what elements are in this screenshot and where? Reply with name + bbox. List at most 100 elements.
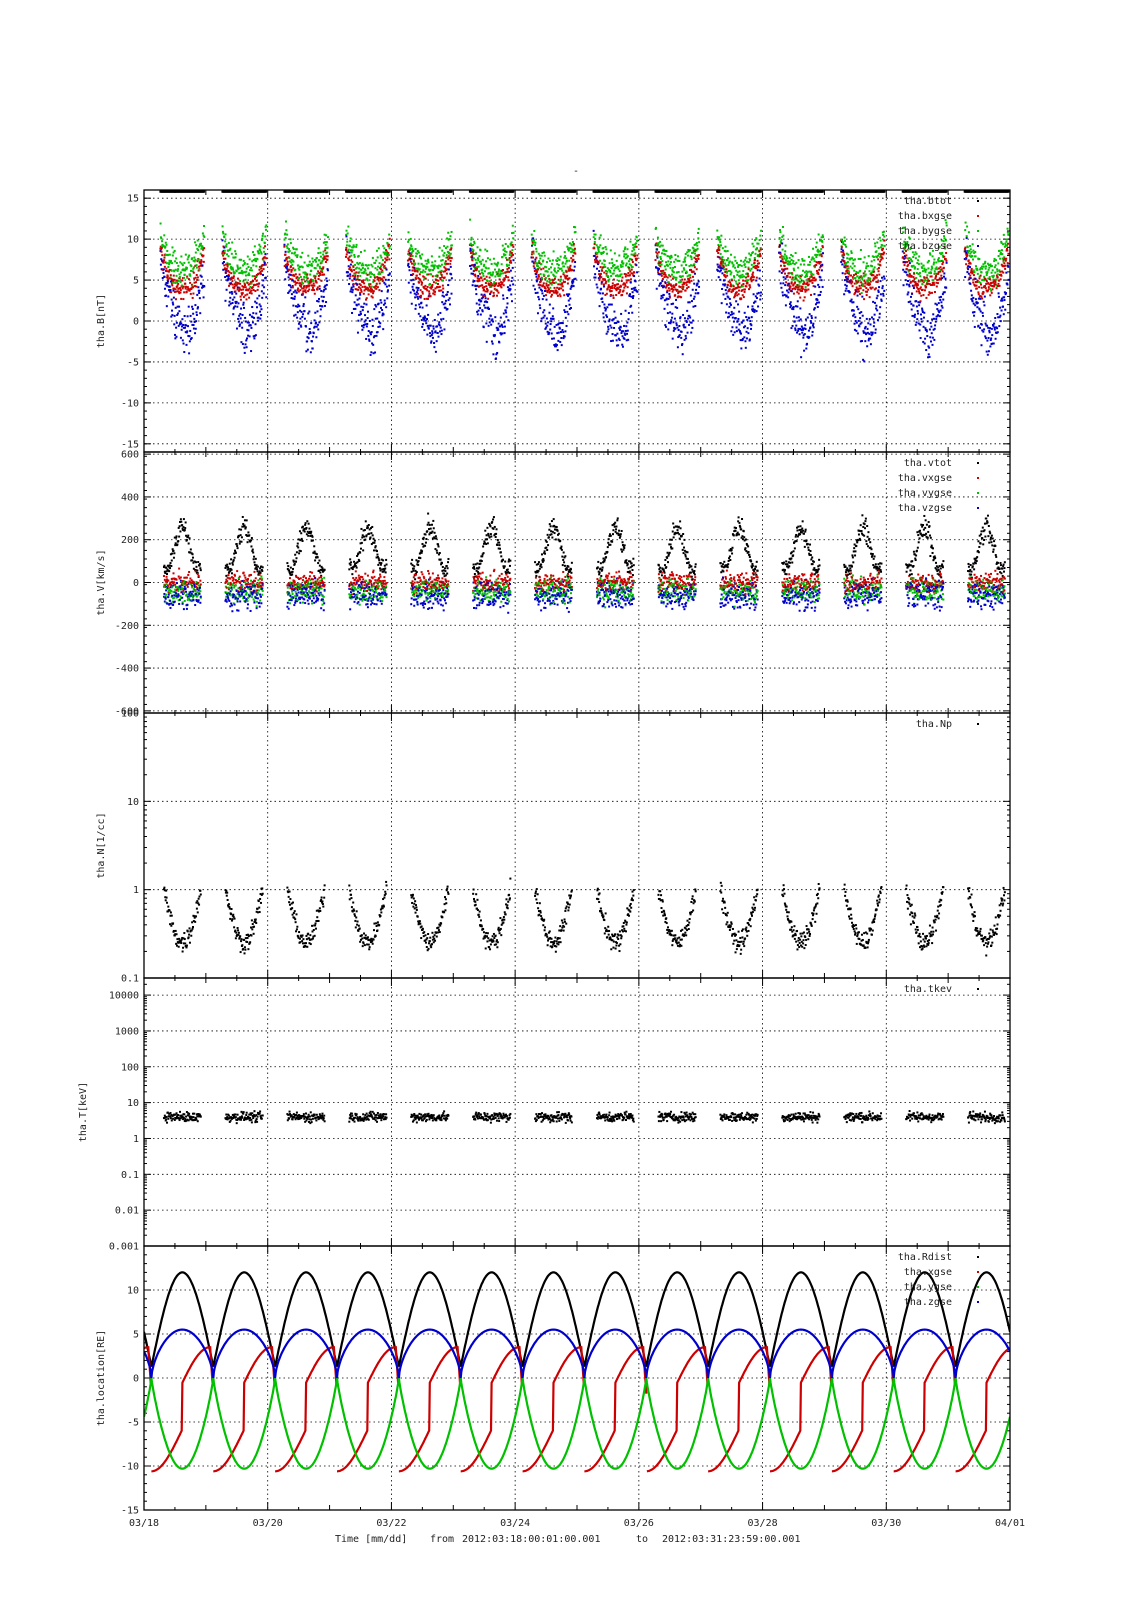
point-tha.bygse xyxy=(754,238,757,241)
point-tha.bzgse xyxy=(422,316,425,319)
point-tha.bxgse xyxy=(598,279,601,282)
point-tha.bzgse xyxy=(661,296,664,299)
point-tha.bxgse xyxy=(196,276,199,279)
point-tha.bzgse xyxy=(598,305,601,308)
point-tha.bzgse xyxy=(353,301,356,304)
point-tha.btot xyxy=(574,190,577,193)
point-tha.bygse xyxy=(780,242,783,245)
point-tha.bzgse xyxy=(666,312,669,315)
point-tha.bzgse xyxy=(363,320,366,323)
point-tha.bzgse xyxy=(315,325,318,328)
point-tha.bygse xyxy=(423,277,426,280)
point-tha.bzgse xyxy=(485,340,488,343)
point-tha.bygse xyxy=(225,243,228,246)
point-tha.bzgse xyxy=(496,351,499,354)
point-tha.bygse xyxy=(177,264,180,267)
point-tha.bygse xyxy=(193,260,196,263)
point-tha.bxgse xyxy=(781,258,784,261)
point-tha.bxgse xyxy=(472,263,475,266)
point-tha.bygse xyxy=(196,247,199,250)
point-tha.bxgse xyxy=(233,283,236,286)
point-tha.bygse xyxy=(733,256,736,259)
point-tha.bxgse xyxy=(478,279,481,282)
point-tha.bxgse xyxy=(671,287,674,290)
point-tha.bygse xyxy=(544,265,547,268)
point-tha.bxgse xyxy=(508,256,511,259)
point-tha.bzgse xyxy=(187,334,190,337)
point-tha.bzgse xyxy=(199,312,202,315)
point-tha.bygse xyxy=(263,250,266,253)
point-tha.bygse xyxy=(681,275,684,278)
point-tha.bzgse xyxy=(376,331,379,334)
point-tha.bygse xyxy=(501,256,504,259)
point-tha.bxgse xyxy=(539,284,542,287)
point-tha.bzgse xyxy=(631,291,634,294)
point-tha.bxgse xyxy=(565,270,568,273)
point-tha.bxgse xyxy=(384,267,387,270)
point-tha.bxgse xyxy=(475,267,478,270)
point-tha.bygse xyxy=(629,240,632,243)
point-tha.bygse xyxy=(599,259,602,262)
point-tha.bygse xyxy=(292,260,295,263)
point-tha.bxgse xyxy=(448,256,451,259)
point-tha.bzgse xyxy=(230,282,233,285)
point-tha.bygse xyxy=(441,249,444,252)
point-tha.bxgse xyxy=(375,282,378,285)
point-tha.bygse xyxy=(562,271,565,274)
point-tha.bxgse xyxy=(409,255,412,258)
point-tha.bzgse xyxy=(503,325,506,328)
point-tha.bygse xyxy=(164,241,167,244)
point-tha.bzgse xyxy=(568,303,571,306)
point-tha.bygse xyxy=(486,250,489,253)
point-tha.bxgse xyxy=(507,279,510,282)
point-tha.bygse xyxy=(309,264,312,267)
point-tha.bxgse xyxy=(254,283,257,286)
point-tha.bxgse xyxy=(574,252,577,255)
point-tha.bzgse xyxy=(350,286,353,289)
point-tha.bygse xyxy=(683,268,686,271)
point-tha.bxgse xyxy=(178,277,181,280)
point-tha.bzgse xyxy=(657,273,660,276)
point-tha.bzgse xyxy=(568,307,571,310)
point-tha.bxgse xyxy=(292,273,295,276)
point-tha.bzgse xyxy=(613,310,616,313)
point-tha.bxgse xyxy=(687,278,690,281)
point-tha.bygse xyxy=(167,266,170,269)
point-tha.bxgse xyxy=(185,290,188,293)
point-tha.bzgse xyxy=(378,311,381,314)
point-tha.bxgse xyxy=(294,283,297,286)
point-tha.bygse xyxy=(490,262,493,265)
point-tha.bzgse xyxy=(728,297,731,300)
point-tha.bzgse xyxy=(552,337,555,340)
point-tha.bxgse xyxy=(750,280,753,283)
point-tha.bygse xyxy=(372,273,375,276)
point-tha.bzgse xyxy=(749,323,752,326)
point-tha.bzgse xyxy=(201,264,204,267)
point-tha.bzgse xyxy=(544,290,547,293)
point-tha.bygse xyxy=(494,275,497,278)
point-tha.bxgse xyxy=(226,265,229,268)
point-tha.bzgse xyxy=(447,299,450,302)
point-tha.bygse xyxy=(511,232,514,235)
point-tha.bzgse xyxy=(198,289,201,292)
point-tha.btot xyxy=(450,190,453,193)
point-tha.bygse xyxy=(554,281,557,284)
point-tha.bygse xyxy=(623,248,626,251)
point-tha.bygse xyxy=(611,272,614,275)
point-tha.bzgse xyxy=(601,300,604,303)
point-tha.bygse xyxy=(666,264,669,267)
point-tha.bzgse xyxy=(663,307,666,310)
point-tha.bygse xyxy=(477,259,480,262)
point-tha.bzgse xyxy=(441,301,444,304)
point-tha.bzgse xyxy=(750,324,753,327)
point-tha.bygse xyxy=(349,240,352,243)
point-tha.bzgse xyxy=(227,277,230,280)
point-tha.bzgse xyxy=(444,306,447,309)
point-tha.bxgse xyxy=(726,274,729,277)
point-tha.bzgse xyxy=(448,297,451,300)
point-tha.bygse xyxy=(594,233,597,236)
point-tha.bzgse xyxy=(635,264,638,267)
point-tha.bygse xyxy=(755,248,758,251)
point-tha.bzgse xyxy=(381,308,384,311)
point-tha.bxgse xyxy=(353,269,356,272)
